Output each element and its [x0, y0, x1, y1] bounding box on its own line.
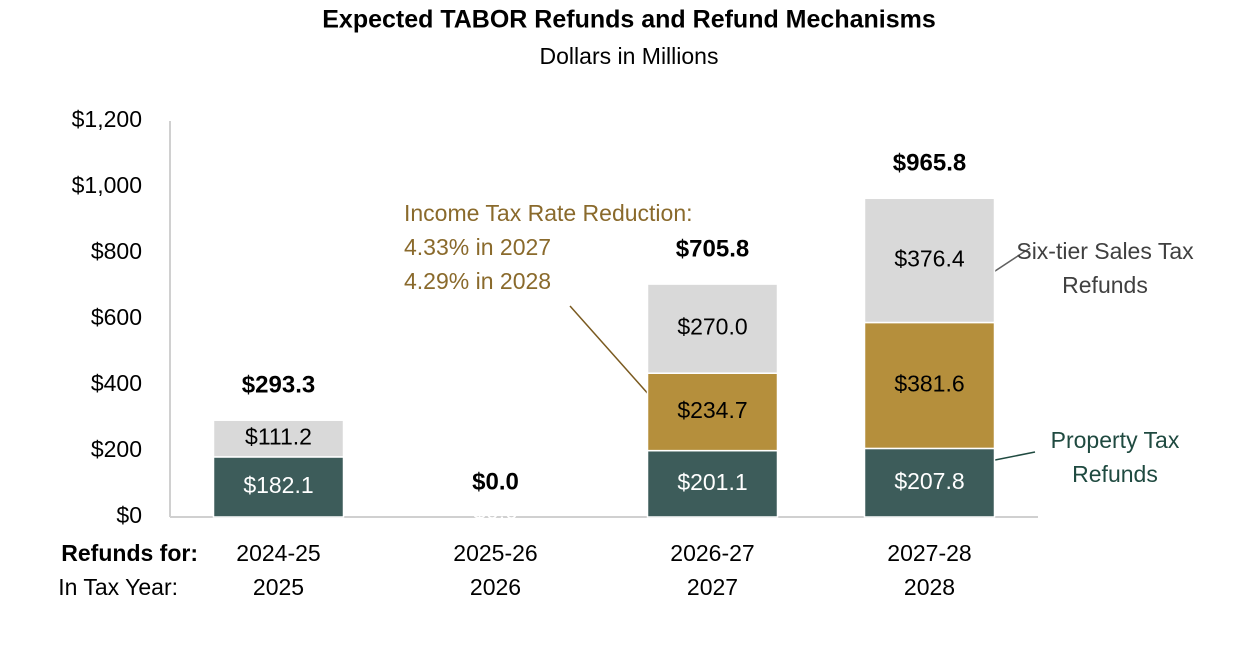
bar-segment — [646, 283, 779, 374]
annotation: Income Tax Rate Reduction: 4.33% in 2027… — [404, 196, 693, 298]
series-name: Income Tax Rate Reduction: — [404, 200, 693, 226]
leader-line — [994, 451, 1036, 461]
data-label: $111.2 — [245, 424, 312, 450]
data-label: $182.1 — [243, 472, 313, 498]
x-tick-label: 2026 — [470, 574, 521, 600]
y-tick-label: $0 — [116, 502, 142, 528]
chart-subtitle: Dollars in Millions — [540, 43, 719, 69]
data-label: $0.0 — [473, 498, 518, 524]
x-tick-label: 2024-25 — [236, 540, 320, 566]
data-label: $234.7 — [677, 397, 747, 423]
series-name: Property Tax Refunds — [1050, 427, 1180, 487]
total-label: $965.8 — [893, 150, 966, 177]
x-tick-label: 2025-26 — [453, 540, 537, 566]
y-tick-label: $800 — [91, 238, 142, 264]
annotation-line: 4.29% in 2028 — [404, 268, 552, 294]
leader-line — [569, 305, 651, 397]
data-label: $201.1 — [677, 469, 747, 495]
bar-segment — [863, 197, 996, 324]
x-tick-label: 2028 — [904, 574, 955, 600]
x-tick-label: 2025 — [253, 574, 304, 600]
y-tick-label: $1,200 — [72, 106, 142, 132]
bar-segment — [212, 419, 345, 458]
chart-title: Expected TABOR Refunds and Refund Mechan… — [322, 6, 936, 34]
total-label: $293.3 — [242, 372, 315, 399]
x-tick-label: 2027 — [687, 574, 738, 600]
row-header: Refunds for: — [61, 540, 198, 566]
data-label: $381.6 — [894, 371, 964, 397]
y-tick-label: $200 — [91, 436, 142, 462]
total-label: $705.8 — [676, 235, 749, 262]
x-tick-label: 2027-28 — [887, 540, 971, 566]
bar-segment — [646, 372, 779, 452]
y-tick-label: $600 — [91, 304, 142, 330]
data-label: $207.8 — [894, 468, 964, 494]
data-label: $376.4 — [894, 245, 965, 271]
y-tick-label: $1,000 — [72, 172, 142, 198]
bar-segment — [863, 447, 996, 518]
y-tick-label: $400 — [91, 370, 142, 396]
total-label: $0.0 — [472, 468, 519, 495]
x-tick-label: 2026-27 — [670, 540, 754, 566]
series-name: Six-tier Sales Tax Refunds — [1016, 238, 1194, 298]
bar-segment — [212, 456, 345, 518]
annotation-line: 4.33% in 2027 — [404, 234, 552, 260]
row-header: In Tax Year: — [58, 574, 178, 600]
bar-segment — [863, 321, 996, 450]
data-label: $270.0 — [677, 314, 747, 340]
